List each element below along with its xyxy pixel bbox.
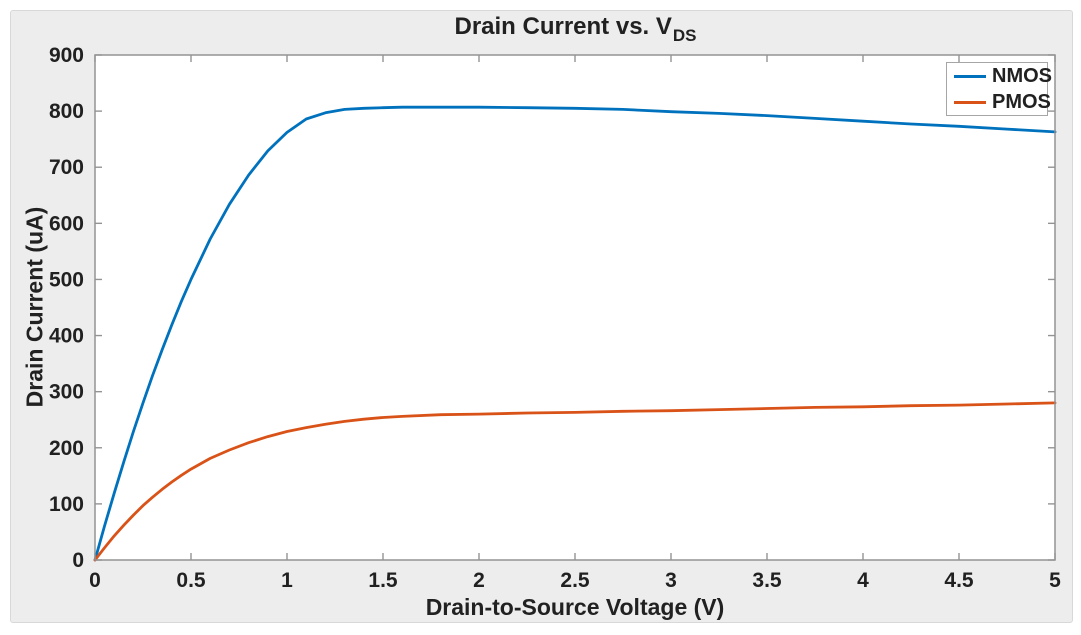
legend[interactable]: NMOS PMOS [946,62,1052,116]
x-tick-label: 1 [281,569,293,592]
y-tick-label: 600 [49,212,84,235]
plot-background [95,55,1055,560]
pmos-line-swatch [954,100,986,104]
y-tick-label: 400 [49,325,84,348]
x-tick-label: 3 [665,569,677,592]
legend-label-nmos: NMOS [992,65,1052,87]
y-tick-label: 100 [49,493,84,516]
y-tick-label: 0 [72,549,84,572]
x-tick-label: 4.5 [944,569,974,592]
legend-label-pmos: PMOS [992,91,1051,113]
x-tick-label: 0 [89,569,101,592]
x-tick-label: 2.5 [560,569,590,592]
x-tick-label: 5 [1049,569,1061,592]
nmos-line-swatch [954,74,986,78]
x-axis-label: Drain-to-Source Voltage (V) [425,594,725,620]
chart-title-subscript: DS [672,26,697,45]
x-tick-label: 3.5 [752,569,782,592]
curve-nmos [93,105,1057,562]
y-tick-label: 700 [49,156,84,179]
y-tick-label: 800 [49,100,84,123]
y-tick-label: 200 [49,437,84,460]
axes-box [94,54,1056,561]
x-tick-label: 1.5 [368,569,398,592]
chart-title-text: Drain Current vs. V [454,13,672,40]
y-tick-label: 900 [49,44,84,67]
y-axis-label: Drain Current (uA) [21,206,48,408]
y-tick-label: 500 [49,268,84,291]
legend-item-nmos[interactable]: NMOS [947,65,1052,87]
x-tick-label: 2 [473,569,485,592]
legend-item-pmos[interactable]: PMOS [947,91,1051,113]
x-tick-label: 4 [857,569,869,592]
chart-title: Drain Current vs. VDS [95,13,1055,45]
curve-pmos [93,401,1057,562]
y-tick-label: 300 [49,381,84,404]
x-tick-label: 0.5 [176,569,206,592]
